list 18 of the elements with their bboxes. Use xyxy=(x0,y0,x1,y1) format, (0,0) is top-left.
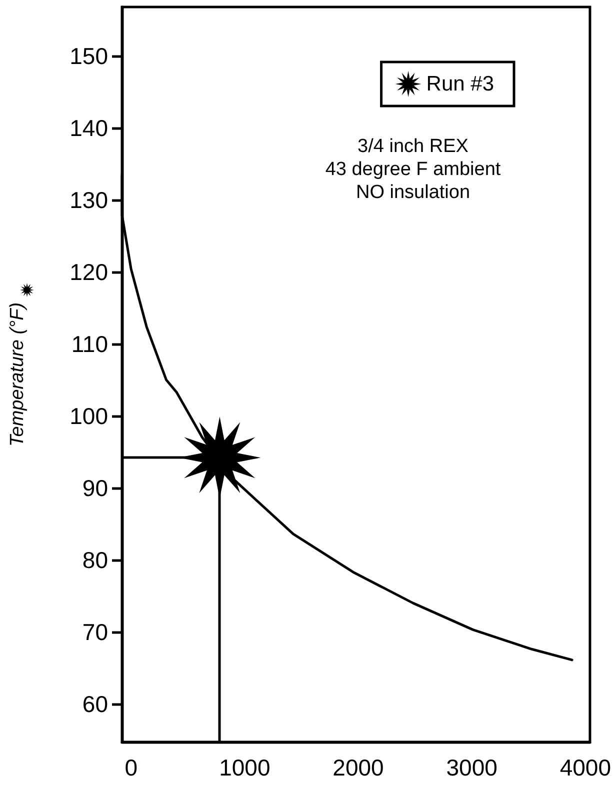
y-tick-label: 130 xyxy=(70,186,108,213)
y-axis-title: Temperature (°F) xyxy=(7,302,28,447)
x-tick-label: 0 xyxy=(124,754,138,780)
y-tick-label: 90 xyxy=(82,474,108,501)
y-tick-label: 120 xyxy=(70,258,108,285)
x-tick-label: 1000 xyxy=(219,754,270,780)
x-tick-label: 2000 xyxy=(332,754,384,780)
legend-label: Run #3 xyxy=(426,72,494,96)
x-tick-label: 3000 xyxy=(446,754,498,780)
annotation: 3/4 inch REX 43 degree F ambient NO insulation xyxy=(325,136,502,203)
y-tick-label: 70 xyxy=(82,618,108,645)
y-tick-label: 100 xyxy=(70,402,108,429)
y-tick-label: 150 xyxy=(70,42,108,69)
y-tick-label: 80 xyxy=(82,546,108,573)
y-tick-label: 60 xyxy=(82,690,108,717)
y-tick-label: 110 xyxy=(71,330,108,357)
y-tick-label: 140 xyxy=(70,114,108,141)
x-tick-label: 4000 xyxy=(560,754,612,780)
